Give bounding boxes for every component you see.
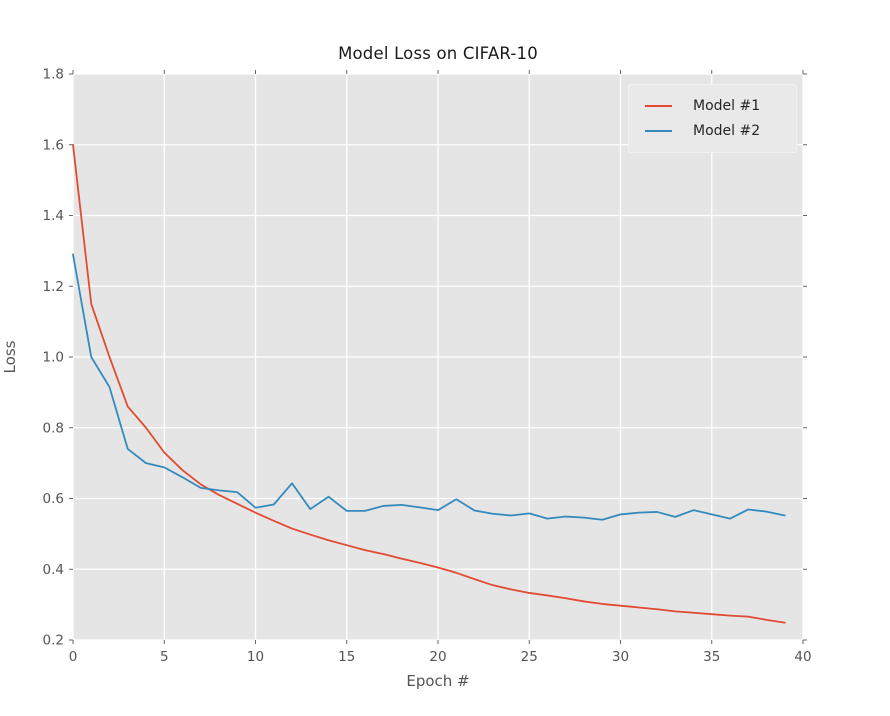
legend-entry-model-1: Model #1 <box>629 98 796 114</box>
legend-label: Model #1 <box>693 98 761 114</box>
legend-line-swatch-red <box>645 105 672 107</box>
y-axis-title: Loss <box>1 340 19 374</box>
x-tick-label: 25 <box>521 649 538 665</box>
legend-entry-model-2: Model #2 <box>629 123 796 139</box>
y-tick-label: 1.6 <box>43 137 64 153</box>
y-tick-label: 0.2 <box>43 633 64 649</box>
x-axis-title: Epoch # <box>406 672 470 690</box>
series-line-model-1 <box>72 143 786 624</box>
y-tick-label: 0.8 <box>43 420 64 436</box>
y-tick-label: 0.6 <box>43 491 64 507</box>
y-tick-label: 1.8 <box>43 67 64 83</box>
series-line-model-2 <box>72 253 786 521</box>
x-tick-label: 5 <box>160 649 169 665</box>
x-tick-label: 0 <box>69 649 78 665</box>
x-tick-label: 20 <box>429 649 446 665</box>
x-tick-label: 15 <box>338 649 355 665</box>
legend: Model #1 Model #2 <box>628 84 797 153</box>
y-tick-label: 1.2 <box>43 279 64 295</box>
x-tick-label: 40 <box>794 649 811 665</box>
legend-label: Model #2 <box>693 123 761 139</box>
y-tick-label: 1.4 <box>43 208 64 224</box>
x-tick-label: 35 <box>703 649 720 665</box>
x-tick-label: 30 <box>612 649 629 665</box>
chart-title: Model Loss on CIFAR-10 <box>338 44 538 63</box>
y-tick-label: 0.4 <box>43 562 64 578</box>
x-tick-label: 10 <box>247 649 264 665</box>
y-tick-label: 1.0 <box>43 350 64 366</box>
legend-line-swatch-blue <box>645 130 672 132</box>
